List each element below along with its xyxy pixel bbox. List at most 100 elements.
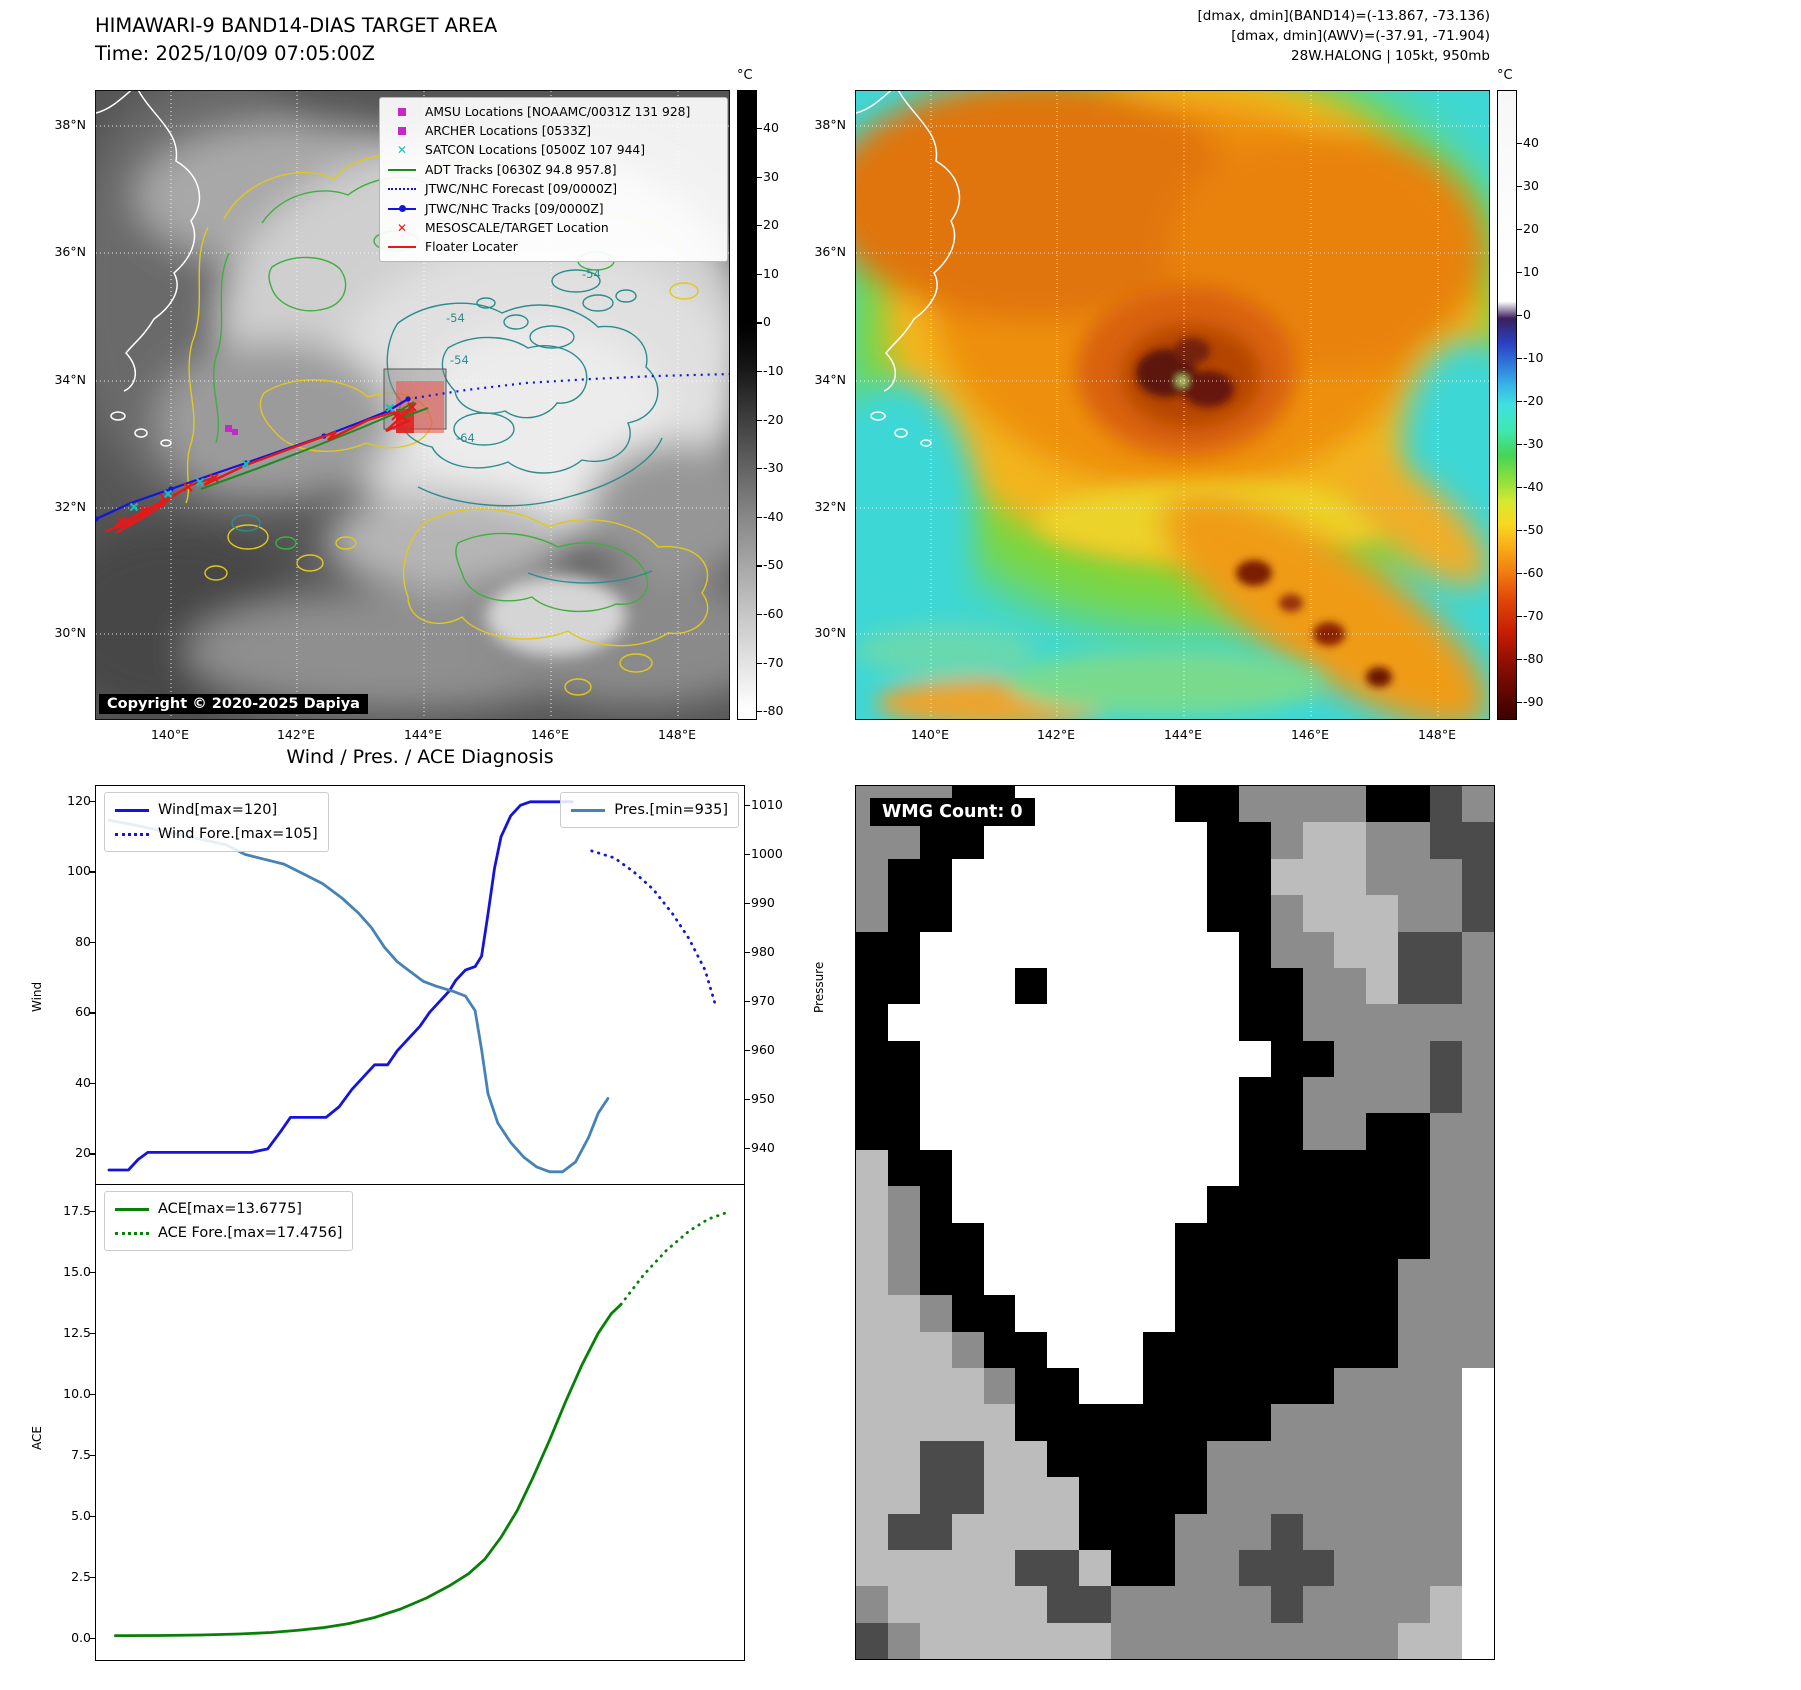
wmg-cell xyxy=(1462,931,1494,968)
lat-tick: 36°N xyxy=(54,244,86,259)
wmg-cell xyxy=(1270,967,1303,1005)
wmg-cell xyxy=(1462,1440,1494,1478)
ace-tick: 0.0 xyxy=(71,1629,91,1645)
legend-item-label: AMSU Locations [NOAAMC/0031Z 131 928] xyxy=(425,104,691,119)
tick-mark xyxy=(757,614,762,616)
wmg-cell xyxy=(1143,1586,1175,1623)
awv-colorbar xyxy=(1497,90,1517,720)
wmg-cell xyxy=(951,1258,984,1296)
tick-mark xyxy=(745,1099,750,1101)
wmg-cell xyxy=(1143,1622,1175,1659)
wmg-cell xyxy=(1143,1186,1175,1223)
wmg-cell xyxy=(1430,1513,1463,1550)
coastline xyxy=(856,91,961,447)
wmg-cell xyxy=(1079,786,1112,823)
wmg-cell xyxy=(1015,1513,1048,1550)
awv-satellite-image xyxy=(856,91,1489,719)
wmg-cell xyxy=(1334,1040,1367,1077)
wmg-cell xyxy=(1047,1368,1080,1405)
colorbar-tick: -40 xyxy=(1523,479,1544,494)
pressure-tick: 1010 xyxy=(751,796,783,812)
wmg-cell xyxy=(1047,858,1080,896)
wmg-cell xyxy=(1398,1513,1431,1550)
wmg-cell xyxy=(1366,895,1399,932)
wmg-cell xyxy=(1398,1186,1431,1223)
pressure-tick: 970 xyxy=(751,992,775,1008)
wmg-cell xyxy=(919,1222,952,1259)
wmg-cell xyxy=(919,1331,952,1368)
wmg-cell xyxy=(1302,858,1335,896)
wmg-cell xyxy=(1015,1404,1048,1441)
lat-tick: 36°N xyxy=(814,244,846,259)
wmg-cell xyxy=(1462,1222,1494,1259)
wmg-cell xyxy=(856,1077,888,1114)
wmg-cell xyxy=(1047,1549,1080,1587)
wmg-cell xyxy=(1015,1186,1048,1223)
wmg-cell xyxy=(1302,822,1335,859)
wmg-cell xyxy=(856,858,888,896)
wmg-cell xyxy=(1334,1331,1367,1368)
wmg-cell xyxy=(1462,1549,1494,1587)
wmg-cell xyxy=(1015,1586,1048,1623)
wmg-cell xyxy=(951,1368,984,1405)
wmg-cell xyxy=(1174,1258,1207,1296)
wmg-cell xyxy=(1398,1586,1431,1623)
wmg-cell xyxy=(1430,1186,1463,1223)
wmg-cell xyxy=(1398,1149,1431,1187)
legend-item: JTWC/NHC Forecast [09/0000Z] xyxy=(386,180,721,199)
wmg-cell xyxy=(983,967,1016,1005)
diagnosis-title: Wind / Pres. / ACE Diagnosis xyxy=(286,746,554,768)
wmg-cell xyxy=(1302,1404,1335,1441)
copyright-label: Copyright © 2020-2025 Dapiya xyxy=(99,694,368,714)
wmg-cell xyxy=(919,1077,952,1114)
wmg-cell xyxy=(1111,895,1144,932)
wmg-cell xyxy=(1206,858,1239,896)
wmg-cell xyxy=(1366,786,1399,823)
wmg-cell xyxy=(1398,1258,1431,1296)
colorbar-tick: -60 xyxy=(1523,565,1544,580)
wmg-cell xyxy=(1366,1331,1399,1368)
lon-tick: 144°E xyxy=(1163,727,1202,742)
wmg-cell xyxy=(1015,1258,1048,1296)
wind-legend-label: Wind[max=120] xyxy=(158,802,278,818)
wmg-cell xyxy=(1366,967,1399,1005)
wmg-cell xyxy=(887,931,920,968)
pressure-tick: 980 xyxy=(751,943,775,959)
pressure-legend-label: Pres.[min=935] xyxy=(614,802,728,818)
wmg-cell xyxy=(1079,1586,1112,1623)
wmg-cell xyxy=(1174,1186,1207,1223)
wmg-cell xyxy=(1398,1477,1431,1514)
colorbar-tick: 20 xyxy=(1523,221,1539,236)
lat-tick: 30°N xyxy=(814,625,846,640)
colorbar-tick: -70 xyxy=(763,654,784,670)
wmg-cell xyxy=(1398,967,1431,1005)
wmg-cell xyxy=(856,1440,888,1478)
wind-axis-label: Wind xyxy=(30,981,44,1012)
tick-mark xyxy=(757,565,762,567)
tick-mark xyxy=(745,951,750,954)
wmg-cell xyxy=(1334,1186,1367,1223)
wmg-cell xyxy=(1206,1258,1239,1296)
tick-mark xyxy=(745,1050,750,1052)
wind-legend: Wind[max=120] Wind Fore.[max=105] xyxy=(104,792,329,852)
line-marker-icon xyxy=(386,168,418,171)
wmg-cell xyxy=(1366,1513,1399,1550)
tick-mark xyxy=(1517,702,1522,704)
wmg-cell xyxy=(1398,786,1431,823)
wmg-cell xyxy=(1174,1004,1207,1041)
wmg-cell xyxy=(951,1440,984,1478)
wmg-cell xyxy=(1143,1149,1175,1187)
wmg-cell xyxy=(1206,1295,1239,1332)
ace-tick: 10.0 xyxy=(63,1385,91,1401)
wmg-cell xyxy=(1334,895,1367,932)
wmg-cell xyxy=(1366,1477,1399,1514)
wmg-cell xyxy=(1302,1004,1335,1041)
lon-tick: 146°E xyxy=(530,727,569,742)
lon-tick: 148°E xyxy=(657,727,696,742)
wmg-cell xyxy=(1366,1113,1399,1150)
wmg-cell xyxy=(887,1622,920,1659)
wmg-cell xyxy=(1174,858,1207,896)
wmg-cell xyxy=(856,931,888,968)
wmg-cell xyxy=(1079,1440,1112,1478)
wmg-cell xyxy=(1270,1149,1303,1187)
